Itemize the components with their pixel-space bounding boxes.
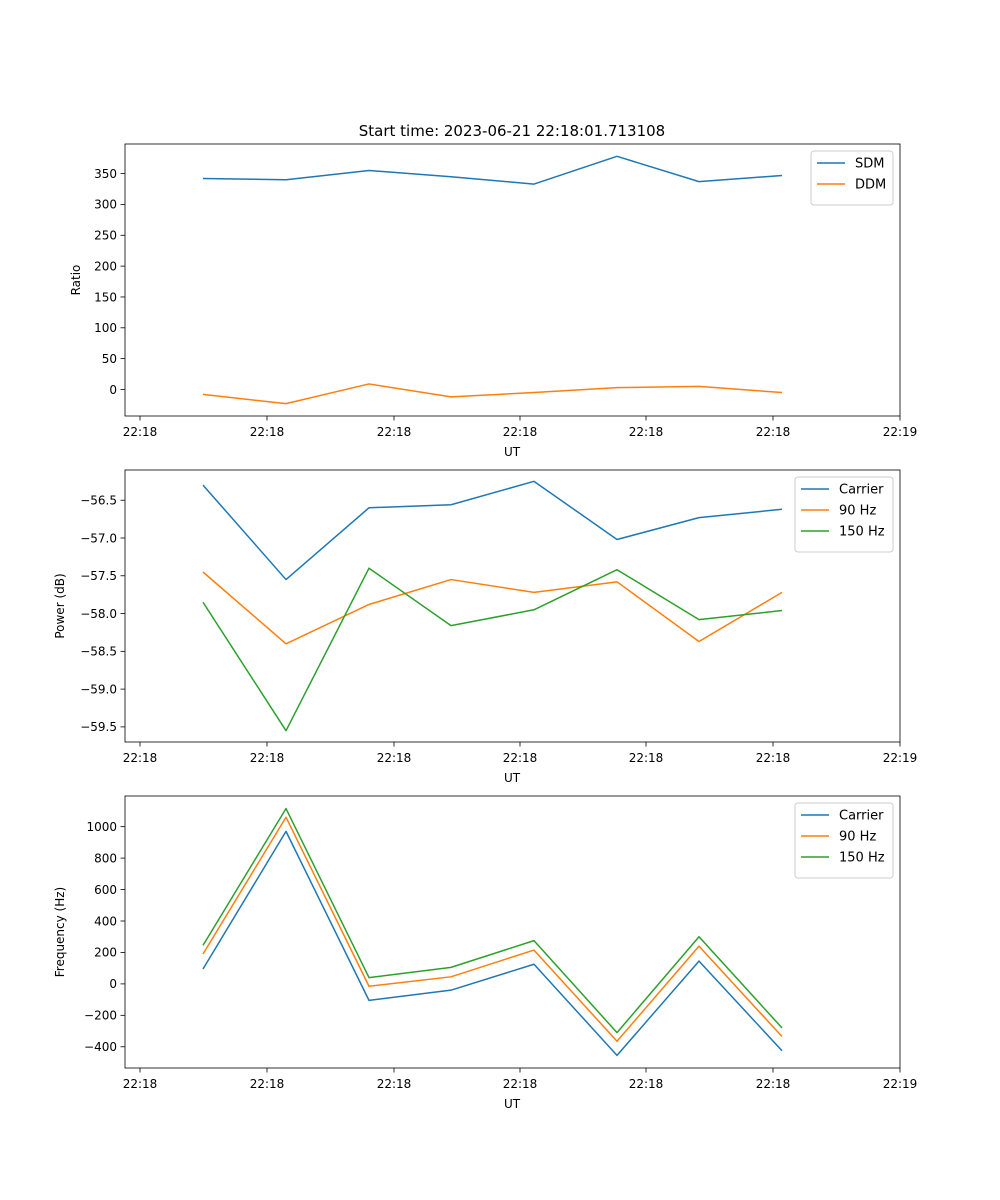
y-tick-label: −58.5: [80, 645, 117, 659]
x-axis-label: UT: [504, 1097, 521, 1111]
y-tick-label: 300: [94, 198, 117, 212]
x-tick-label: 22:18: [503, 425, 538, 439]
x-tick-label: 22:18: [756, 751, 791, 765]
y-tick-label: 150: [94, 290, 117, 304]
x-tick-label: 22:18: [123, 751, 158, 765]
series-line-150-hz: [202, 807, 783, 1034]
axes-frame: [124, 143, 901, 417]
legend-label: SDM: [855, 157, 884, 172]
x-axis-label: UT: [504, 445, 521, 459]
x-tick-label: 22:18: [503, 751, 538, 765]
series-line-carrier: [202, 480, 783, 581]
series-line-sdm: [202, 155, 783, 185]
x-tick-label: 22:18: [250, 1077, 285, 1091]
y-tick-label: 100: [94, 321, 117, 335]
y-tick-label: −56.5: [80, 494, 117, 508]
legend-frame: [794, 802, 894, 879]
y-tick-label: 0: [109, 383, 117, 397]
y-tick-label: 1000: [86, 820, 117, 834]
x-tick-label: 22:19: [883, 1077, 918, 1091]
y-axis-label: Power (dB): [53, 573, 67, 638]
x-tick-label: 22:18: [503, 1077, 538, 1091]
y-tick-label: 600: [94, 883, 117, 897]
x-tick-label: 22:18: [250, 425, 285, 439]
legend-label: DDM: [855, 178, 886, 193]
subplot-1: 22:18 22:18 22:18 22:18 22:18 22:18 22:19 UT 0 50…: [69, 143, 918, 459]
y-tick-label: −59.0: [80, 682, 117, 696]
y-tick-label: −58.0: [80, 607, 117, 621]
subplots: 22:18 22:18 22:18 22:18 22:18 22:18 22:19 UT 0 50…: [53, 143, 918, 1111]
x-tick-label: 22:18: [123, 1077, 158, 1091]
y-tick-label: −200: [84, 1009, 117, 1023]
y-tick-label: 350: [94, 167, 117, 181]
x-tick-label: 22:18: [629, 1077, 664, 1091]
series-line-90-hz: [202, 571, 783, 645]
legend-label: 90 Hz: [839, 504, 876, 519]
x-tick-label: 22:18: [250, 751, 285, 765]
y-tick-label: −57.5: [80, 569, 117, 583]
y-tick-label: −57.0: [80, 531, 117, 545]
legend-label: Carrier: [839, 483, 884, 498]
legend: SDM DDM: [810, 150, 894, 206]
x-tick-label: 22:19: [883, 425, 918, 439]
y-axis-label: Ratio: [69, 265, 83, 296]
axes-frame: [124, 469, 901, 743]
legend-frame: [810, 150, 894, 206]
legend-label: 150 Hz: [839, 525, 885, 540]
y-tick-label: 400: [94, 914, 117, 928]
x-tick-label: 22:18: [629, 751, 664, 765]
x-axis-label: UT: [504, 771, 521, 785]
y-tick-label: −59.5: [80, 720, 117, 734]
legend-label: 150 Hz: [839, 851, 885, 866]
series-line-ddm: [202, 383, 783, 405]
legend-label: 90 Hz: [839, 830, 876, 845]
x-tick-label: 22:18: [377, 1077, 412, 1091]
y-tick-label: 0: [109, 977, 117, 991]
x-tick-label: 22:18: [756, 1077, 791, 1091]
y-tick-label: 800: [94, 851, 117, 865]
y-tick-label: 200: [94, 259, 117, 273]
legend-label: Carrier: [839, 809, 884, 824]
x-tick-label: 22:18: [123, 425, 158, 439]
subplot-3: 22:18 22:18 22:18 22:18 22:18 22:18 22:19 UT −40…: [53, 795, 918, 1111]
y-axis-label: Frequency (Hz): [53, 887, 67, 978]
subplot-2: 22:18 22:18 22:18 22:18 22:18 22:18 22:19 UT −59…: [53, 469, 918, 785]
x-tick-label: 22:18: [377, 425, 412, 439]
y-tick-label: −400: [84, 1040, 117, 1054]
legend: Carrier 90 Hz 150 Hz: [794, 476, 894, 553]
legend: Carrier 90 Hz 150 Hz: [794, 802, 894, 879]
series-line-150-hz: [202, 567, 783, 732]
legend-frame: [794, 476, 894, 553]
x-tick-label: 22:18: [629, 425, 664, 439]
series-line-carrier: [202, 830, 783, 1057]
figure-title: Start time: 2023-06-21 22:18:01.713108: [359, 122, 665, 140]
x-tick-label: 22:18: [377, 751, 412, 765]
y-tick-label: 50: [102, 352, 117, 366]
x-tick-label: 22:18: [756, 425, 791, 439]
y-tick-label: 200: [94, 946, 117, 960]
y-tick-label: 250: [94, 229, 117, 243]
axes-frame: [124, 795, 901, 1069]
series-line-90-hz: [202, 816, 783, 1043]
x-tick-label: 22:19: [883, 751, 918, 765]
